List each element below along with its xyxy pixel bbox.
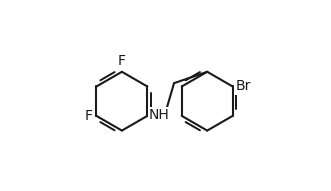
- Text: F: F: [118, 54, 126, 68]
- Text: F: F: [85, 109, 93, 123]
- Text: Br: Br: [235, 79, 251, 93]
- Text: NH: NH: [149, 108, 170, 122]
